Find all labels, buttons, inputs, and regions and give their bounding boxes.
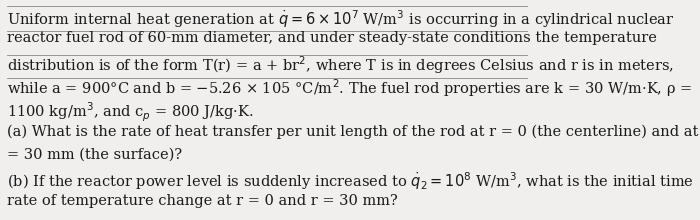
Text: reactor fuel rod of 60-mm diameter, and under steady-state conditions the temper: reactor fuel rod of 60-mm diameter, and … <box>7 31 657 45</box>
Text: while a = 900°C and b = −5.26 × 105 °C/m$^2$. The fuel rod properties are k = 30: while a = 900°C and b = −5.26 × 105 °C/m… <box>7 78 692 99</box>
Text: = 30 mm (the surface)?: = 30 mm (the surface)? <box>7 147 182 161</box>
Text: (b) If the reactor power level is suddenly increased to $\dot{q}_2=10^8$ W/m$^3$: (b) If the reactor power level is sudden… <box>7 170 694 192</box>
Text: rate of temperature change at r = 0 and r = 30 mm?: rate of temperature change at r = 0 and … <box>7 194 398 208</box>
Text: distribution is of the form T(r) = a + br$^2$, where T is in degrees Celsius and: distribution is of the form T(r) = a + b… <box>7 54 674 76</box>
Text: (a) What is the rate of heat transfer per unit length of the rod at r = 0 (the c: (a) What is the rate of heat transfer pe… <box>7 124 700 139</box>
Text: Uniform internal heat generation at $\dot{q}=6\times10^7$ W/m$^3$ is occurring i: Uniform internal heat generation at $\do… <box>7 8 674 30</box>
Text: 1100 kg/m$^3$, and c$_p$ = 800 J/kg·K.: 1100 kg/m$^3$, and c$_p$ = 800 J/kg·K. <box>7 101 253 124</box>
